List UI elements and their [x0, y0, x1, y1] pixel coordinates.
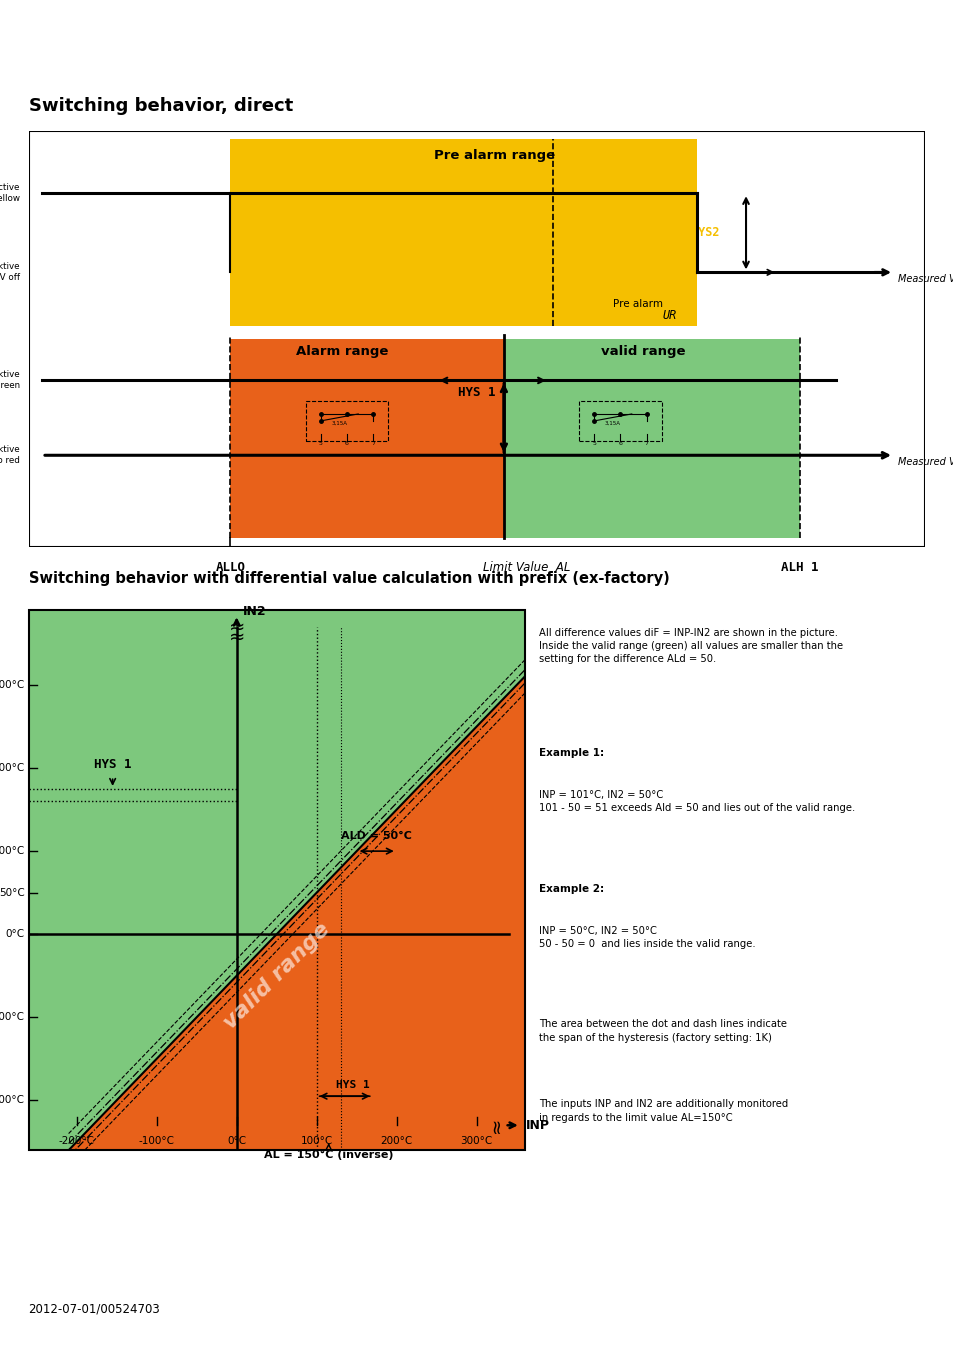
Text: Relay inaktive
LED K1 lights up red: Relay inaktive LED K1 lights up red: [0, 446, 20, 466]
Text: JUMO GmbH & Co. KG • 36035 Fulda, Germany: JUMO GmbH & Co. KG • 36035 Fulda, German…: [11, 20, 284, 30]
Text: Alarm range: Alarm range: [296, 344, 388, 358]
Text: ≈: ≈: [228, 628, 245, 647]
Text: HYS2: HYS2: [691, 227, 720, 239]
Text: -200°C: -200°C: [0, 1095, 25, 1106]
Text: -200°C: -200°C: [58, 1137, 94, 1146]
Text: valid range: valid range: [219, 919, 334, 1033]
Text: 7: 7: [644, 440, 648, 446]
Text: Page 4/10: Page 4/10: [862, 20, 921, 30]
Text: Measured Value: Measured Value: [898, 456, 953, 467]
Text: The inputs INP and IN2 are additionally monitored
in regards to the limit value : The inputs INP and IN2 are additionally …: [538, 1099, 787, 1123]
Text: ALLO: ALLO: [215, 562, 245, 574]
Text: Relay output KV active
LED KV lights up yellow: Relay output KV active LED KV lights up …: [0, 184, 20, 204]
Text: ALH 1: ALH 1: [781, 562, 818, 574]
Text: UR: UR: [662, 309, 677, 323]
Text: 3,15A: 3,15A: [604, 420, 620, 425]
Text: HYS 1: HYS 1: [93, 759, 132, 771]
Text: 2012-07-01/00524703: 2012-07-01/00524703: [29, 1303, 160, 1315]
Text: Pre alarm range: Pre alarm range: [434, 150, 555, 162]
Bar: [230, 339, 503, 539]
Text: -100°C: -100°C: [0, 1012, 25, 1022]
Text: ≈: ≈: [228, 617, 245, 636]
Bar: [503, 339, 799, 539]
Bar: [305, 401, 388, 441]
Text: 7: 7: [371, 440, 375, 446]
Polygon shape: [29, 610, 524, 1150]
Text: 3,15A: 3,15A: [331, 420, 347, 425]
Bar: [230, 139, 696, 327]
Text: ALD = 50°C: ALD = 50°C: [341, 832, 412, 841]
Text: The area between the dot and dash lines indicate
the span of the hysteresis (fac: The area between the dot and dash lines …: [538, 1019, 786, 1042]
Text: 300°C: 300°C: [460, 1137, 493, 1146]
Text: Measured Value: Measured Value: [898, 274, 953, 284]
Text: Relay K1 aktive
LED OK lights up green: Relay K1 aktive LED OK lights up green: [0, 370, 20, 390]
Text: Example 2:: Example 2:: [538, 883, 603, 894]
Text: Data sheet 70.1170: Data sheet 70.1170: [586, 20, 701, 30]
Text: Switching behavior, direct: Switching behavior, direct: [29, 97, 293, 115]
Text: INP = 50°C, IN2 = 50°C
50 - 50 = 0  and lies inside the valid range.: INP = 50°C, IN2 = 50°C 50 - 50 = 0 and l…: [538, 926, 755, 949]
Text: ≈: ≈: [487, 1116, 506, 1134]
Text: 300°C: 300°C: [0, 680, 25, 690]
Text: 0°C: 0°C: [6, 929, 25, 940]
Text: Example 1:: Example 1:: [538, 748, 603, 757]
Text: -100°C: -100°C: [138, 1137, 174, 1146]
Text: 200°C: 200°C: [0, 763, 25, 774]
Text: INP = 101°C, IN2 = 50°C
101 - 50 = 51 exceeds Ald = 50 and lies out of the valid: INP = 101°C, IN2 = 50°C 101 - 50 = 51 ex…: [538, 790, 854, 814]
Text: HYS 1: HYS 1: [335, 1080, 369, 1089]
Text: IN2: IN2: [243, 605, 267, 618]
Text: Limit Value  AL: Limit Value AL: [482, 562, 569, 574]
Text: 6: 6: [618, 440, 621, 446]
Text: Pre alarm: Pre alarm: [613, 298, 662, 309]
Text: 100°C: 100°C: [300, 1137, 333, 1146]
Text: INP: INP: [526, 1119, 550, 1131]
Text: valid range: valid range: [600, 344, 684, 358]
Text: 5: 5: [592, 440, 596, 446]
Text: Switching behavior with differential value calculation with prefix (ex-factory): Switching behavior with differential val…: [29, 571, 669, 586]
Text: HYS 1: HYS 1: [457, 386, 496, 400]
Text: Relay output KV inaktive
LED KV off: Relay output KV inaktive LED KV off: [0, 262, 20, 282]
Text: 100°C: 100°C: [0, 846, 25, 856]
Bar: [578, 401, 661, 441]
Text: 6: 6: [345, 440, 349, 446]
Text: All difference values diF = INP-IN2 are shown in the picture.
Inside the valid r: All difference values diF = INP-IN2 are …: [538, 628, 842, 664]
Text: 5: 5: [318, 440, 322, 446]
Text: AL = 150°C (inverse): AL = 150°C (inverse): [264, 1150, 393, 1160]
Text: 0°C: 0°C: [227, 1137, 246, 1146]
Text: 50°C: 50°C: [0, 888, 25, 898]
Text: 200°C: 200°C: [380, 1137, 413, 1146]
